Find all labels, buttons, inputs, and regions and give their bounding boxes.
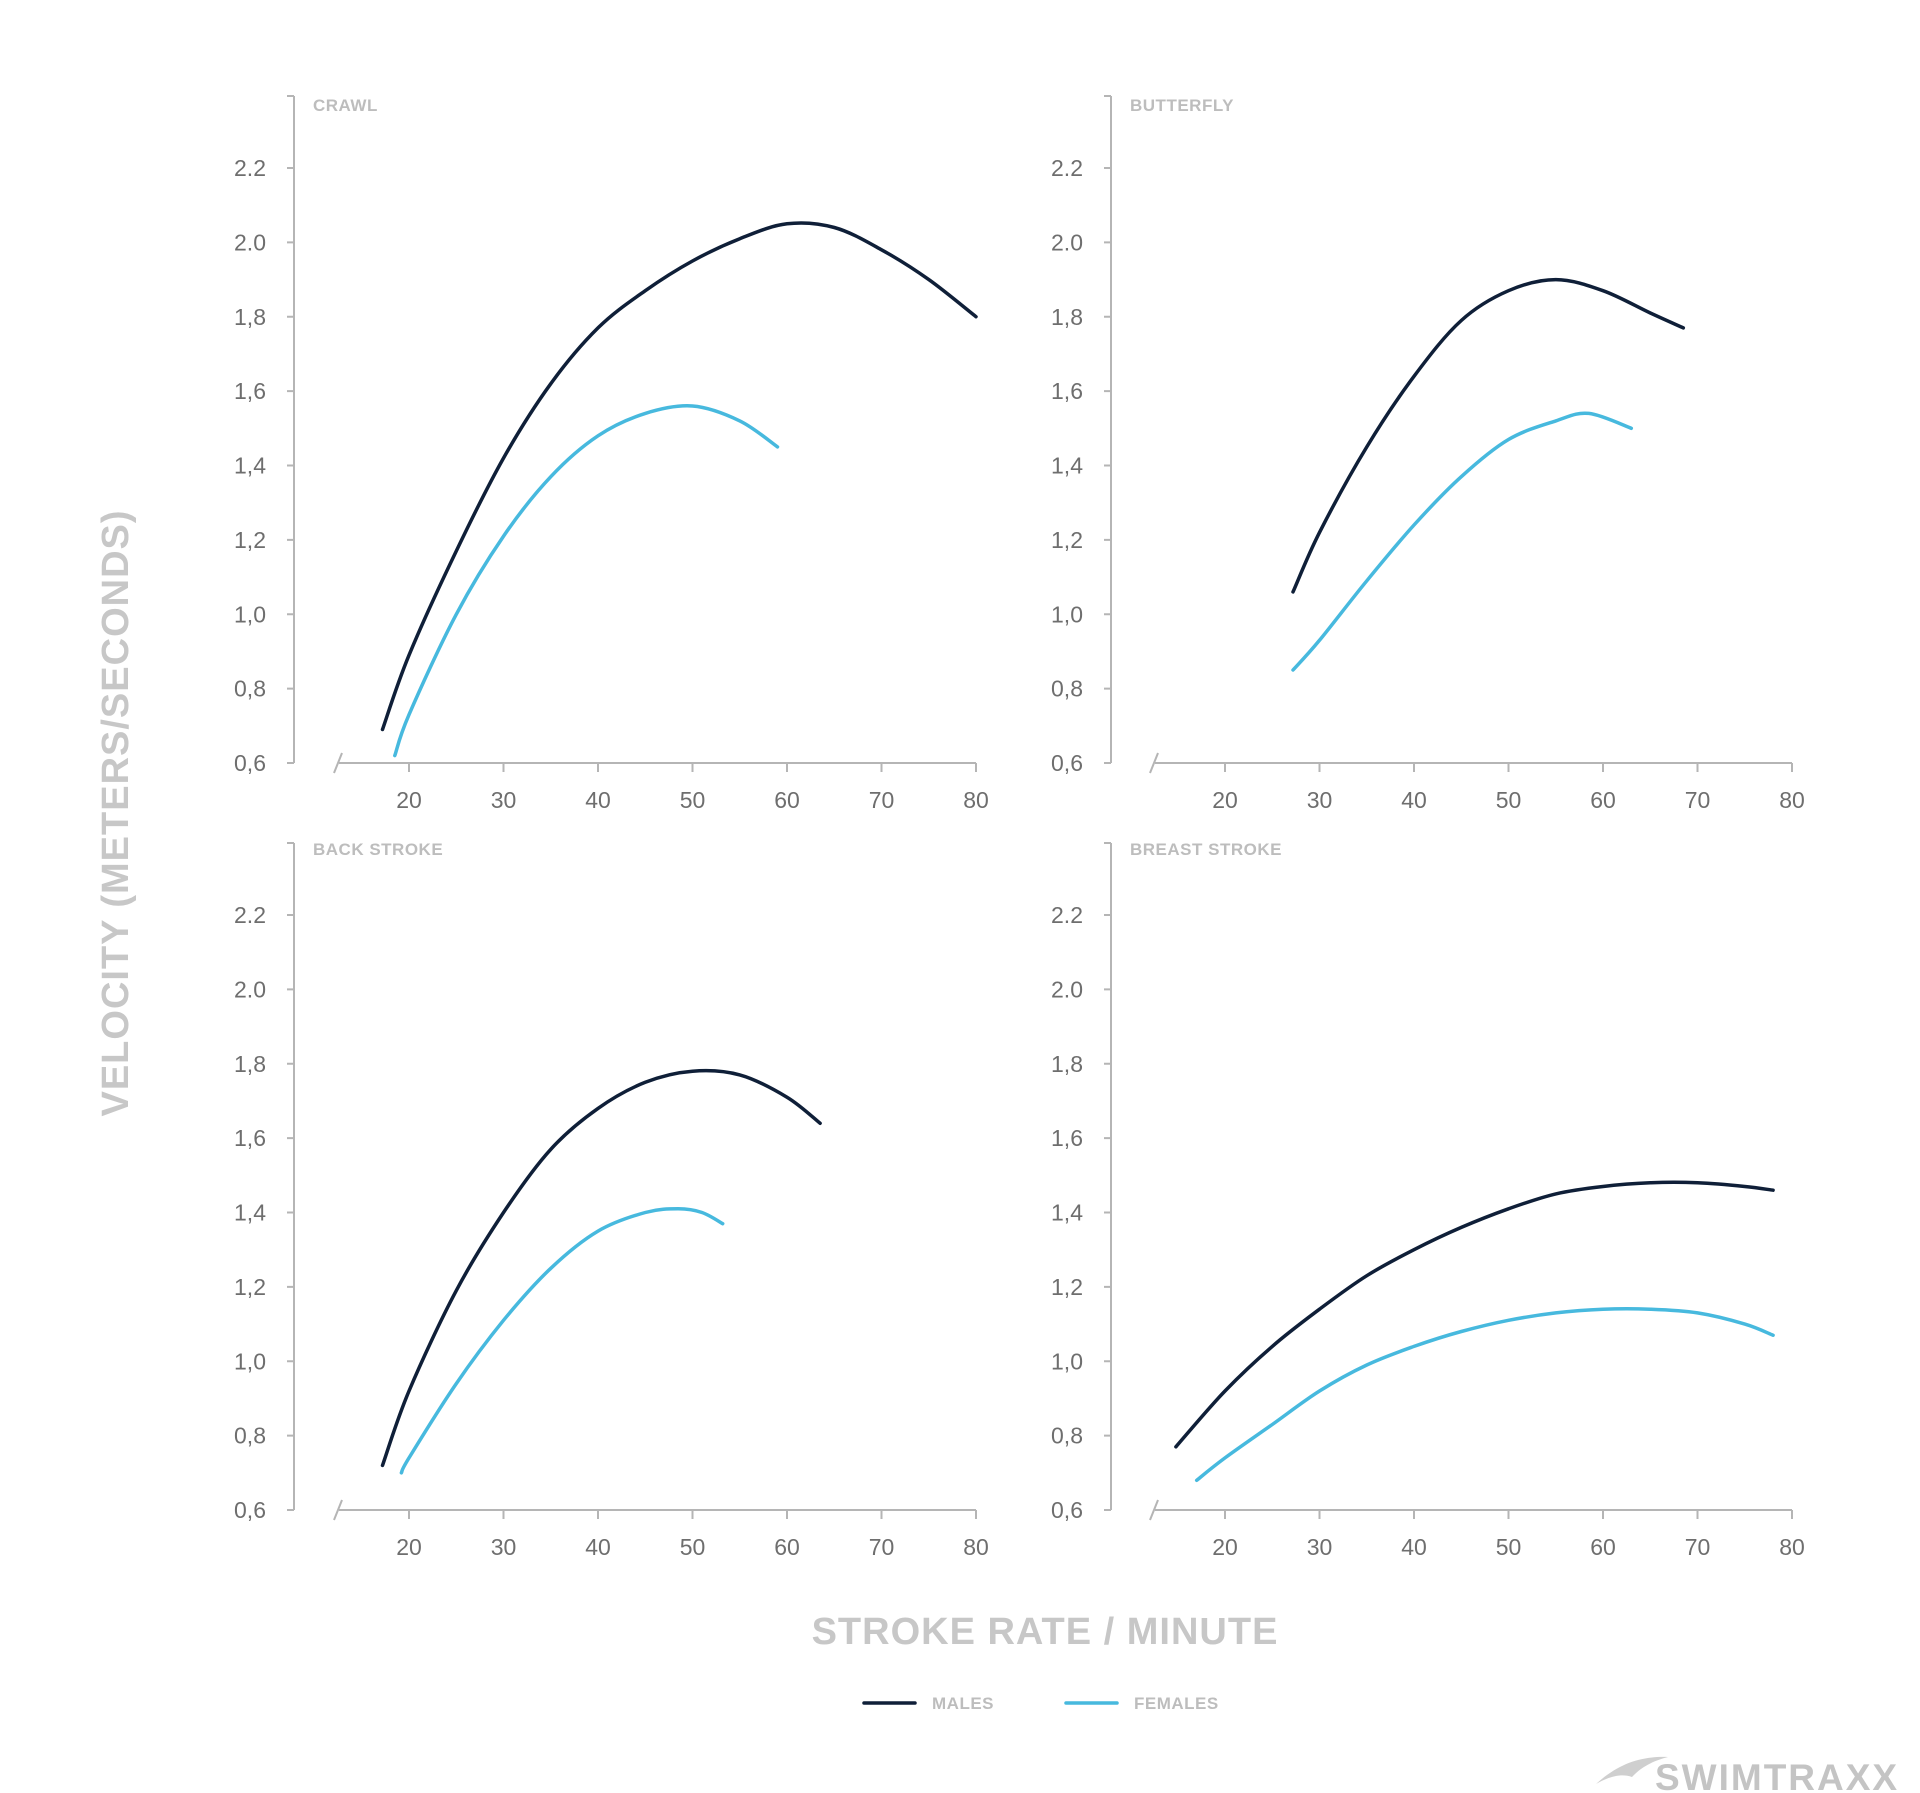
panel-0: CRAWL 0,6 0,8 1,0 1,2 1,4 1,6 1,8 2.0 2.2 20 30 40 50…: [234, 95, 989, 813]
y-tick-label: 0,8: [234, 676, 266, 702]
x-tick-label: 30: [491, 787, 517, 813]
y-tick-label: 1,6: [1051, 378, 1083, 404]
series-line-males: [380, 221, 978, 732]
x-tick-label: 60: [774, 787, 800, 813]
y-tick-label: 0,8: [234, 1423, 266, 1449]
y-tick-label: 1,0: [1051, 1348, 1083, 1374]
panel-title: CRAWL: [313, 96, 378, 115]
panel-1: BUTTERFLY 0,6 0,8 1,0 1,2 1,4 1,6 1,8 2.0 2.2 20 30…: [1051, 95, 1805, 813]
x-tick-label: 80: [963, 787, 989, 813]
x-tick-label: 60: [1590, 787, 1616, 813]
y-tick-label: 2.0: [1051, 976, 1083, 1002]
y-tick-label: 2.0: [1051, 229, 1083, 255]
y-tick-label: 2.2: [234, 902, 266, 928]
series-line-females: [1194, 1307, 1775, 1483]
x-axis-title: STROKE RATE / MINUTE: [812, 1611, 1279, 1653]
series-line-females: [1291, 411, 1634, 672]
y-tick-label: 1,2: [1051, 1274, 1083, 1300]
y-tick-label: 1,0: [1051, 601, 1083, 627]
x-tick-label: 40: [1401, 1534, 1427, 1560]
x-tick-label: 50: [680, 787, 706, 813]
x-tick-label: 40: [1401, 787, 1427, 813]
y-tick-label: 1,4: [1051, 1200, 1083, 1226]
x-tick-label: 30: [491, 1534, 517, 1560]
y-tick-label: 2.0: [234, 229, 266, 255]
series-line-females: [393, 404, 780, 758]
legend-males-label: MALES: [932, 1694, 994, 1713]
x-tick-label: 80: [1779, 787, 1805, 813]
x-tick-label: 30: [1307, 1534, 1333, 1560]
y-tick-label: 1,6: [1051, 1125, 1083, 1151]
series-line-males: [1174, 1180, 1775, 1449]
x-tick-label: 40: [585, 1534, 611, 1560]
y-tick-label: 0,6: [234, 750, 266, 776]
panel-title: BACK STROKE: [313, 840, 443, 859]
x-tick-label: 60: [1590, 1534, 1616, 1560]
x-tick-label: 60: [774, 1534, 800, 1560]
x-tick-label: 50: [1496, 1534, 1522, 1560]
y-tick-label: 1,8: [234, 304, 266, 330]
x-tick-label: 20: [396, 787, 422, 813]
x-tick-label: 70: [1685, 1534, 1711, 1560]
y-tick-label: 2.2: [234, 155, 266, 181]
panel-3: BREAST STROKE 0,6 0,8 1,0 1,2 1,4 1,6 1,8 2.0 2.2…: [1051, 840, 1805, 1560]
y-tick-label: 2.2: [1051, 902, 1083, 928]
x-tick-label: 20: [396, 1534, 422, 1560]
legend-females-label: FEMALES: [1134, 1694, 1219, 1713]
x-axis-break: [333, 752, 343, 774]
y-axis-title: VELOCITY (METERS/SECONDS): [95, 509, 137, 1116]
y-tick-label: 1,6: [234, 378, 266, 404]
y-tick-label: 1,2: [234, 527, 266, 553]
y-tick-label: 2.0: [234, 976, 266, 1002]
x-tick-label: 80: [963, 1534, 989, 1560]
legend: MALES FEMALES: [862, 1694, 1219, 1713]
x-axis-break: [1149, 752, 1159, 774]
panel-title: BREAST STROKE: [1130, 840, 1282, 859]
y-tick-label: 0,6: [234, 1497, 266, 1523]
y-tick-label: 1,0: [234, 1348, 266, 1374]
x-tick-label: 20: [1212, 1534, 1238, 1560]
x-tick-label: 40: [585, 787, 611, 813]
x-tick-label: 50: [1496, 787, 1522, 813]
y-tick-label: 1,8: [1051, 1051, 1083, 1077]
x-tick-label: 30: [1307, 787, 1333, 813]
series-line-males: [1291, 277, 1686, 594]
x-tick-label: 50: [680, 1534, 706, 1560]
series-line-males: [380, 1068, 822, 1468]
y-tick-label: 1,4: [1051, 453, 1083, 479]
y-tick-label: 1,2: [234, 1274, 266, 1300]
y-tick-label: 2.2: [1051, 155, 1083, 181]
y-tick-label: 1,4: [234, 1200, 266, 1226]
y-tick-label: 1,0: [234, 601, 266, 627]
logo-text: SWIMTRAXX: [1655, 1757, 1899, 1793]
y-tick-label: 1,6: [234, 1125, 266, 1151]
panel-2: BACK STROKE 0,6 0,8 1,0 1,2 1,4 1,6 1,8 2.0 2.2 20…: [234, 840, 989, 1560]
y-tick-label: 1,8: [1051, 304, 1083, 330]
x-axis-break: [1149, 1499, 1159, 1521]
x-tick-label: 70: [869, 787, 895, 813]
y-tick-label: 1,8: [234, 1051, 266, 1077]
x-tick-label: 80: [1779, 1534, 1805, 1560]
panel-title: BUTTERFLY: [1130, 96, 1234, 115]
y-tick-label: 0,8: [1051, 1423, 1083, 1449]
y-tick-label: 0,6: [1051, 750, 1083, 776]
y-tick-label: 0,6: [1051, 1497, 1083, 1523]
x-tick-label: 70: [1685, 787, 1711, 813]
swimmer-swoosh-icon: [1596, 1756, 1668, 1784]
y-tick-label: 1,2: [1051, 527, 1083, 553]
logo: SWIMTRAXX: [1596, 1756, 1899, 1793]
x-tick-label: 20: [1212, 787, 1238, 813]
y-tick-label: 1,4: [234, 453, 266, 479]
y-tick-label: 0,8: [1051, 676, 1083, 702]
series-line-females: [399, 1207, 725, 1475]
x-tick-label: 70: [869, 1534, 895, 1560]
x-axis-break: [333, 1499, 343, 1521]
